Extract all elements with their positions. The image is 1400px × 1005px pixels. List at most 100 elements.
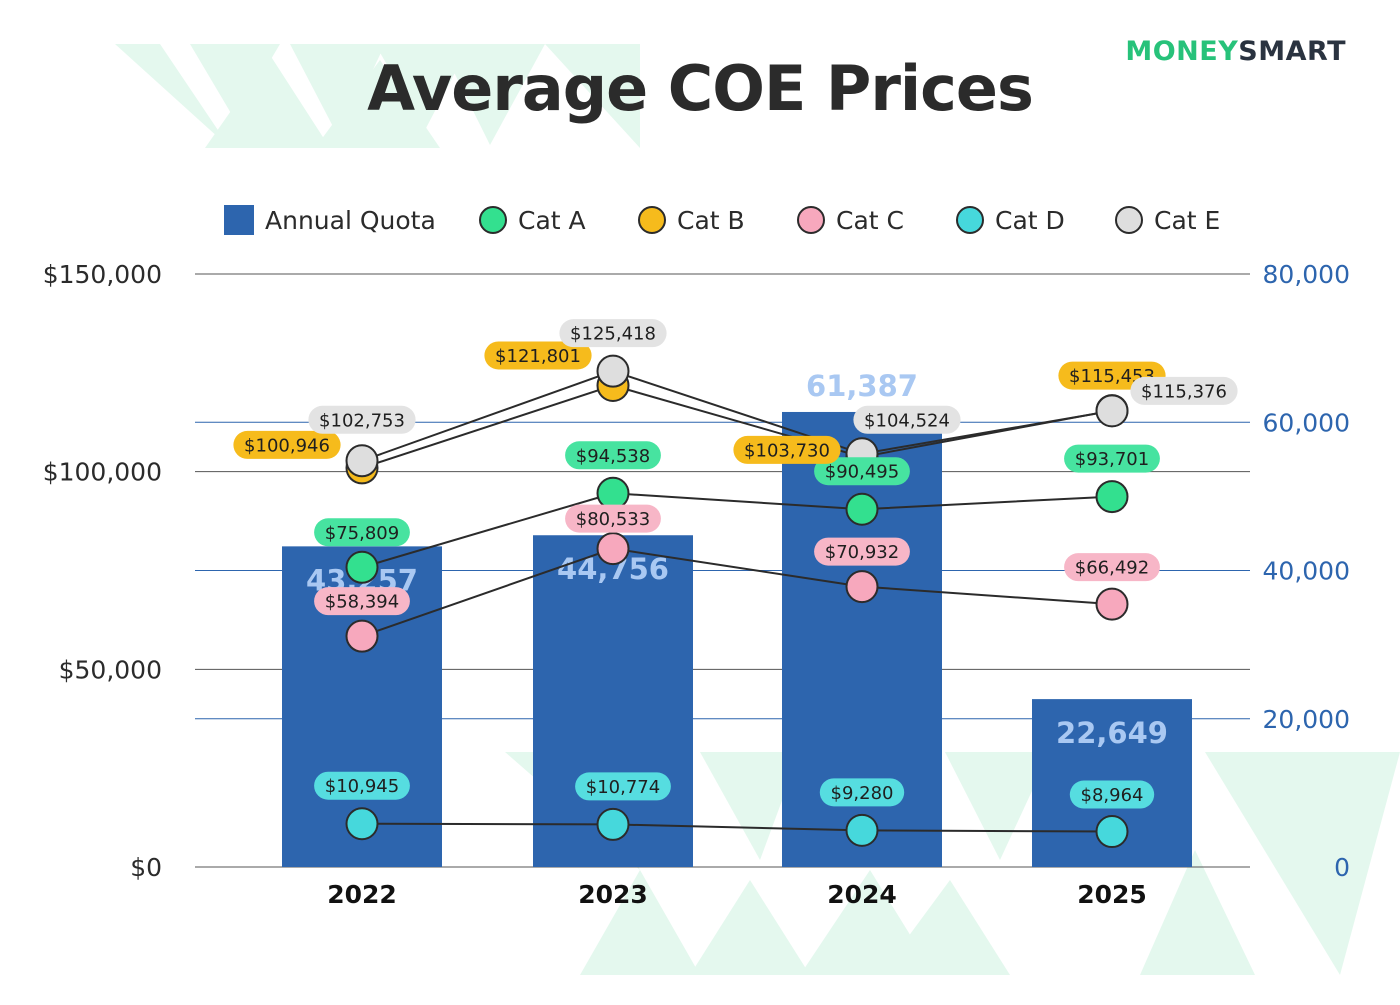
point-cat_c-2025 [1095,587,1129,621]
point-label-text: $8,964 [1081,785,1144,806]
point-label-text: $115,453 [1069,366,1155,387]
point-label-text: $102,753 [319,410,405,431]
legend-label: Cat A [518,206,586,235]
point-cat_a-2022 [345,550,379,584]
point-label-text: $100,946 [244,435,330,456]
decor-triangle-15 [1140,850,1255,975]
point-label-cat_c-2023: $80,533 [565,504,661,533]
line-cat_d [361,822,1113,833]
point-label-bg [814,537,910,566]
point-cat_a-2025 [1095,480,1129,514]
decor-triangle-5 [545,44,640,148]
price-point-labels: $10,945 $10,774 $9,280 $8,964 $58,394 $80,533… [233,319,1238,809]
point-label-bg [559,319,667,348]
point-cat_a-2024 [845,492,879,526]
point-label-bg [853,405,961,434]
legend-marker-cat_b [638,206,666,234]
point-cat_e-2022 [345,444,379,478]
point-label-bg [565,441,661,470]
decor-triangle-10 [700,752,800,860]
legend-item-cat_d: Cat D [956,206,1065,235]
point-label-bg [575,772,671,801]
decor-triangle-2 [290,44,385,140]
left-axis-tick-label: $50,000 [59,655,162,684]
left-axis-tick-label: $150,000 [43,260,162,289]
point-label-bg [1064,553,1160,582]
legend-label: Cat C [836,206,904,235]
point-label-bg [314,518,410,547]
point-cat_c-2023 [596,532,630,566]
point-label-bg [733,435,841,464]
point-label-cat_c-2022: $58,394 [314,587,410,616]
point-cat_a-2023 [596,476,630,510]
point-label-bg [1064,444,1160,473]
decor-triangle-0 [115,44,230,148]
left-axis-tick-label: $100,000 [43,458,162,487]
point-label-bg [314,771,410,800]
point-label-cat_e-2023: $125,418 [559,319,667,348]
decor-triangle-4 [440,44,545,145]
point-cat_d-2023 [596,807,630,841]
point-label-cat_c-2025: $66,492 [1064,553,1160,582]
point-label-cat_c-2024: $70,932 [814,537,910,566]
point-label-cat_e-2022: $102,753 [308,405,416,434]
legend-label: Cat D [995,206,1065,235]
point-label-text: $125,418 [570,324,656,345]
point-label-bg [1069,780,1155,809]
axes: $0 $50,000 $100,000 $150,000 0 20,000 40,000 60… [43,260,1350,909]
point-label-cat_e-2025: $115,376 [1130,376,1238,405]
x-axis-tick-label: 2023 [578,880,648,909]
brand-logo: MONEYSMART [1125,36,1346,67]
point-label-text: $9,280 [831,783,894,804]
right-axis-tick-label: 40,000 [1263,557,1350,586]
decor-triangle-3 [375,44,470,130]
point-label-cat_a-2022: $75,809 [314,518,410,547]
point-label-bg [814,457,910,486]
brand-part-2: SMART [1238,36,1346,67]
point-label-cat_a-2025: $93,701 [1064,444,1160,473]
point-label-cat_d-2023: $10,774 [575,772,671,801]
right-axis-tick-label: 80,000 [1263,260,1350,289]
point-cat_d-2022 [345,807,379,841]
legend-item-cat_e: Cat E [1115,206,1220,235]
point-label-text: $121,801 [495,346,581,367]
legend-item-cat_b: Cat B [638,206,745,235]
point-label-text: $115,376 [1141,381,1227,402]
quota-bar-label: 61,387 [806,369,918,403]
point-label-bg [484,341,592,370]
decor-triangle-12 [945,752,1050,860]
line-cat_e [361,370,1113,462]
legend-label: Cat B [677,206,745,235]
point-label-text: $58,394 [325,592,399,613]
price-points [345,354,1129,849]
right-axis-tick-label: 0 [1334,853,1350,882]
legend-item-cat_a: Cat A [479,206,586,235]
chart-title: Average COE Prices [367,52,1034,125]
decor-triangle-6 [205,55,330,148]
legend-label: Cat E [1154,206,1220,235]
legend-label: Annual Quota [265,206,436,235]
line-cat_a [361,492,1113,569]
point-label-text: $93,701 [1075,449,1149,470]
decor-triangle-1 [190,44,280,120]
right-axis-tick-label: 20,000 [1263,705,1350,734]
point-label-text: $90,495 [825,462,899,483]
point-label-bg [819,778,905,807]
point-label-bg [565,504,661,533]
legend-item-cat_c: Cat C [797,206,904,235]
point-label-text: $104,524 [864,410,950,431]
decor-triangle-17 [690,880,810,975]
x-axis-tick-label: 2022 [327,880,397,909]
legend-marker-cat_d [956,206,984,234]
point-label-cat_b-2023: $121,801 [484,341,592,370]
point-cat_d-2025 [1095,815,1129,849]
point-label-bg [233,430,341,459]
brand-part-1: MONEY [1125,36,1239,67]
legend-marker-cat_e [1115,206,1143,234]
line-cat_b [361,384,1113,469]
point-label-text: $66,492 [1075,558,1149,579]
point-label-cat_d-2025: $8,964 [1069,780,1155,809]
x-axis-tick-label: 2025 [1077,880,1147,909]
